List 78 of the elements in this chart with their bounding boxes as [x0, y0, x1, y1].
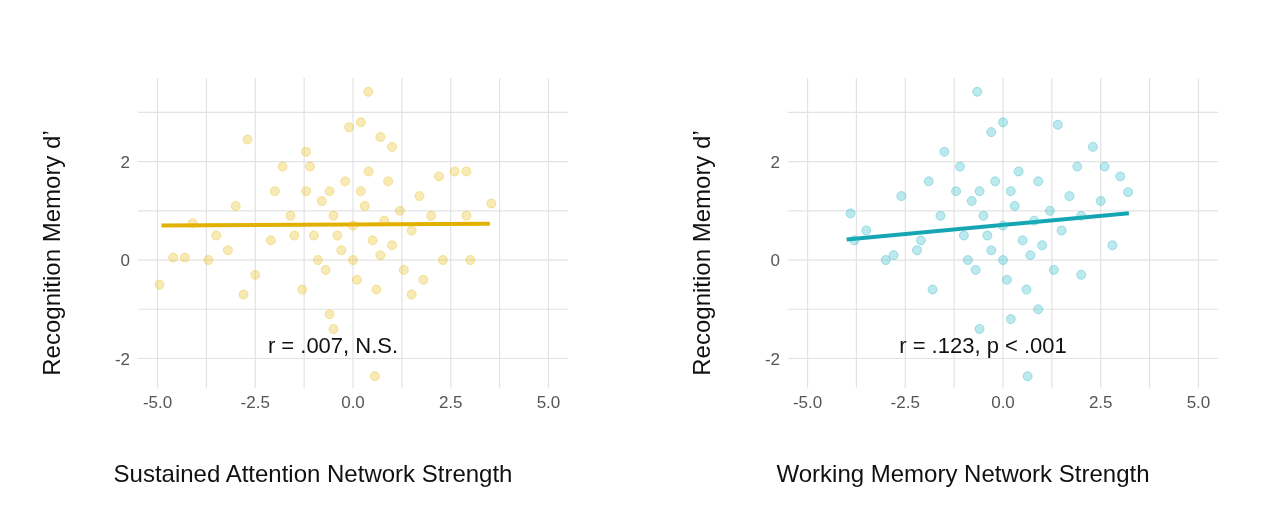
- x-tick-label: 2.5: [438, 393, 463, 413]
- point: [962, 255, 973, 266]
- point: [1115, 171, 1126, 182]
- y-tick-label: -2: [114, 349, 130, 369]
- point: [849, 235, 860, 246]
- y-axis-title: Recognition Memory d’: [688, 130, 716, 376]
- point: [1076, 269, 1087, 280]
- x-tick-label: 0.0: [991, 393, 1015, 413]
- point: [1037, 240, 1048, 251]
- point: [1005, 186, 1016, 197]
- point: [1044, 205, 1055, 216]
- x-tick-label: 2.5: [1088, 393, 1113, 413]
- point: [1048, 264, 1059, 275]
- point: [966, 196, 977, 207]
- point: [915, 235, 926, 246]
- point: [951, 186, 962, 197]
- point: [1033, 176, 1044, 187]
- point: [974, 186, 985, 197]
- x-tick-label: -2.5: [890, 393, 920, 413]
- point: [954, 161, 966, 172]
- x-tick-label: -5.0: [142, 393, 173, 413]
- point: [1095, 196, 1106, 207]
- x-tick-label: -2.5: [240, 393, 270, 413]
- point: [1123, 187, 1134, 198]
- x-tick-label: 0.0: [341, 393, 365, 413]
- point: [986, 245, 997, 256]
- point: [923, 176, 934, 187]
- x-tick-label: 5.0: [1186, 393, 1211, 413]
- x-tick-label: 5.0: [536, 393, 561, 413]
- point: [1076, 210, 1087, 221]
- y-tick-label: -2: [764, 349, 780, 369]
- point: [1072, 161, 1083, 172]
- point: [1022, 371, 1033, 382]
- x-axis-title: Working Memory Network Strength: [775, 460, 1151, 488]
- point: [861, 225, 872, 236]
- point: [1001, 274, 1012, 285]
- point: [958, 230, 969, 241]
- point: [1052, 119, 1063, 130]
- annotation: r = .007, N.S.: [267, 333, 399, 358]
- point: [880, 255, 891, 266]
- point: [1013, 166, 1024, 177]
- point: [972, 86, 983, 97]
- point: [1033, 304, 1044, 315]
- annotation: r = .123, p < .001: [899, 333, 1067, 358]
- point: [935, 210, 946, 221]
- point: [997, 255, 1009, 266]
- point: [1064, 191, 1075, 202]
- point: [1087, 141, 1098, 152]
- point: [1025, 250, 1036, 261]
- point: [990, 176, 1001, 187]
- y-tick-label: 2: [770, 152, 780, 172]
- y-tick-label: 2: [120, 152, 130, 172]
- point: [845, 208, 856, 219]
- point: [939, 146, 950, 157]
- x-axis-title: Sustained Attention Network Strength: [112, 460, 514, 488]
- point: [982, 230, 993, 241]
- point: [1056, 225, 1067, 236]
- y-axis-title: Recognition Memory d’: [38, 130, 66, 376]
- point: [1029, 215, 1040, 226]
- point: [997, 117, 1009, 128]
- point: [1009, 200, 1020, 211]
- point: [911, 245, 923, 256]
- point: [1005, 314, 1016, 325]
- point: [986, 127, 997, 138]
- point: [1107, 240, 1118, 251]
- point: [1021, 284, 1032, 295]
- x-tick-label: -5.0: [792, 393, 823, 413]
- point: [997, 220, 1009, 231]
- point: [974, 323, 985, 334]
- point: [888, 250, 899, 261]
- point: [927, 284, 938, 295]
- y-tick-label: 0: [770, 251, 780, 271]
- point: [978, 210, 989, 221]
- y-tick-label: 0: [120, 251, 130, 271]
- point: [1017, 235, 1028, 246]
- point: [1099, 161, 1110, 172]
- point: [896, 191, 907, 202]
- point: [970, 264, 981, 275]
